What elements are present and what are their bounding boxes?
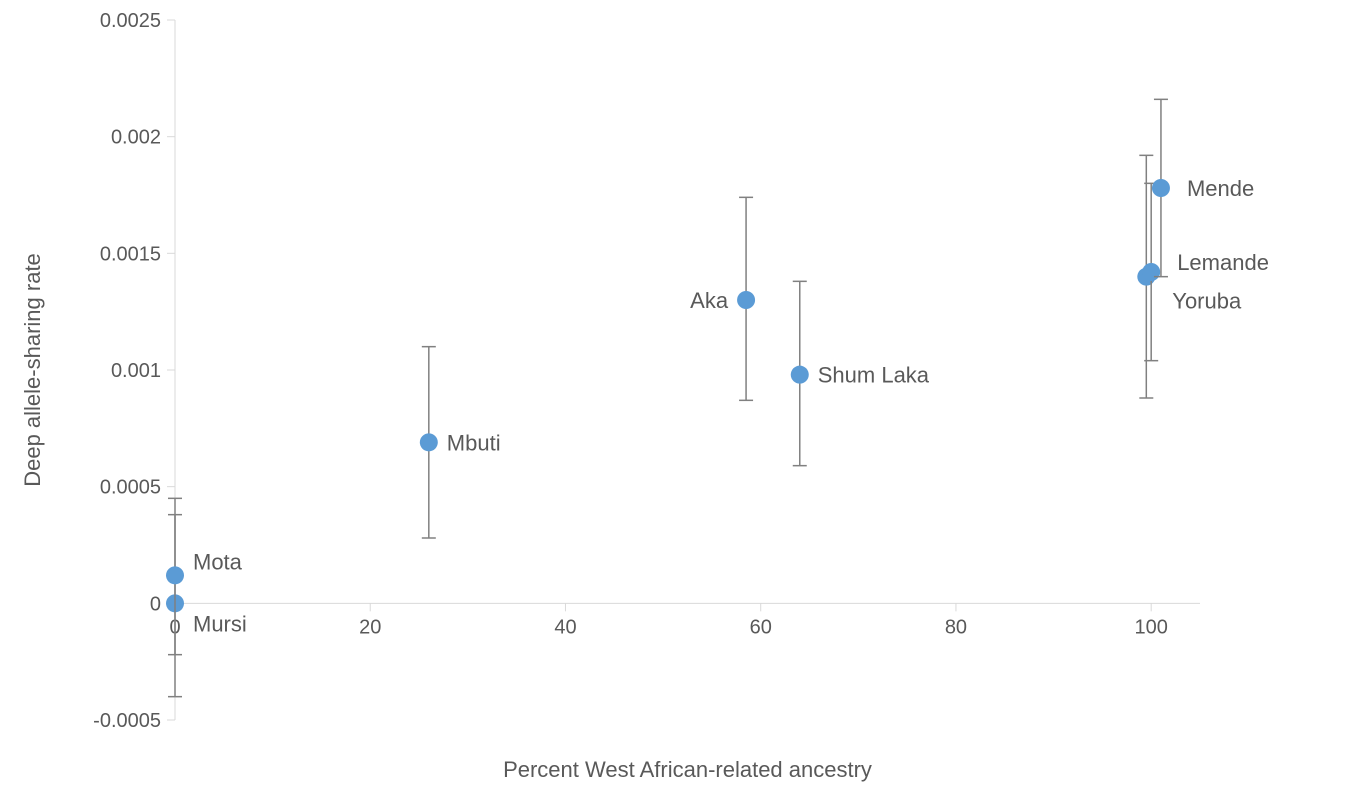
y-tick-label: 0 — [150, 593, 161, 615]
data-point — [1152, 179, 1170, 197]
x-tick-label: 40 — [554, 616, 576, 638]
point-label: Mende — [1187, 176, 1254, 201]
x-tick-label: 20 — [359, 616, 381, 638]
point-label: Shum Laka — [818, 363, 930, 388]
y-tick-label: 0.0015 — [100, 243, 161, 265]
y-axis-title: Deep allele-sharing rate — [20, 253, 45, 487]
data-point — [420, 433, 438, 451]
point-label: Mursi — [193, 611, 247, 636]
x-tick-label: 60 — [750, 616, 772, 638]
y-tick-label: 0.002 — [111, 127, 161, 149]
scatter-chart: -0.000500.00050.0010.00150.0020.00250204… — [0, 0, 1346, 795]
point-label: Aka — [690, 288, 729, 313]
y-tick-label: 0.001 — [111, 360, 161, 382]
chart-container: -0.000500.00050.0010.00150.0020.00250204… — [0, 0, 1346, 795]
y-tick-label: 0.0005 — [100, 477, 161, 499]
point-label: Mbuti — [447, 430, 501, 455]
data-point — [1142, 263, 1160, 281]
point-label: Mota — [193, 549, 243, 574]
x-tick-label: 80 — [945, 616, 967, 638]
x-tick-label: 100 — [1135, 616, 1168, 638]
x-axis-title: Percent West African-related ancestry — [503, 757, 872, 782]
data-point — [791, 366, 809, 384]
point-label: Yoruba — [1172, 289, 1242, 314]
y-tick-label: -0.0005 — [93, 710, 161, 732]
data-point — [166, 566, 184, 584]
data-point — [737, 291, 755, 309]
point-label: Lemande — [1177, 250, 1269, 275]
y-tick-label: 0.0025 — [100, 10, 161, 32]
